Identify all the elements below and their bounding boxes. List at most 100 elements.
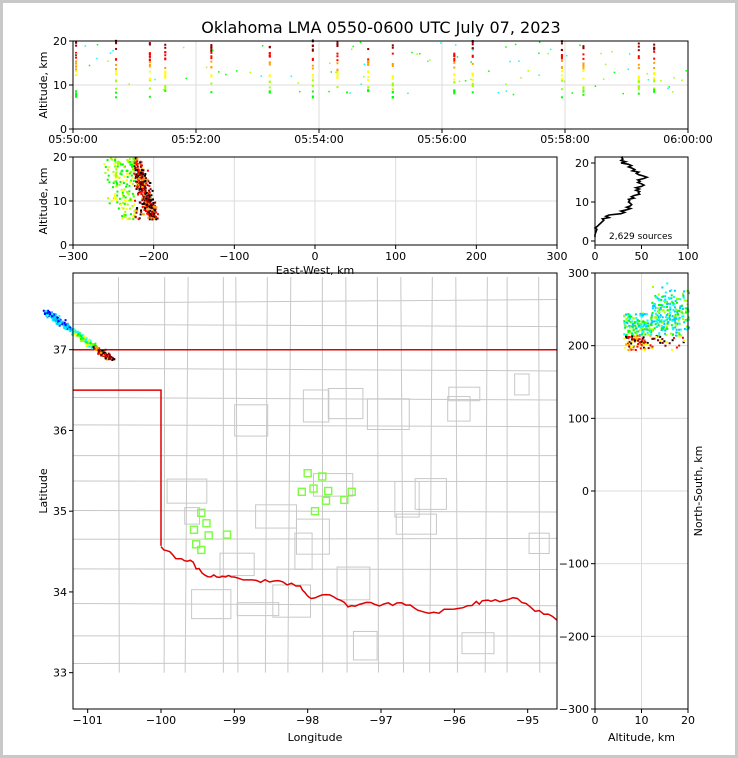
source-point [631, 337, 634, 340]
source-point [679, 305, 682, 308]
source-point [136, 165, 139, 168]
source-point [142, 177, 145, 180]
source-point [471, 47, 474, 50]
source-point [645, 321, 648, 324]
x-tick-label: 05:52:00 [171, 133, 220, 146]
source-point [145, 191, 148, 194]
source-point [114, 175, 117, 178]
source-point [50, 317, 53, 320]
source-point [681, 318, 684, 321]
source-point [95, 349, 98, 352]
source-point [633, 338, 636, 341]
source-point [290, 75, 293, 78]
source-point [107, 60, 109, 62]
source-point [636, 322, 639, 325]
source-point [666, 302, 669, 305]
source-point [560, 42, 563, 45]
source-point [560, 57, 563, 60]
source-point [675, 308, 678, 311]
source-point [144, 178, 147, 181]
county-boundary [72, 323, 558, 328]
x-tick-label: −95 [516, 714, 539, 727]
source-point [653, 77, 656, 80]
source-point [153, 211, 156, 214]
source-point [630, 340, 633, 343]
source-point [336, 72, 339, 75]
source-point [164, 70, 167, 73]
source-point [604, 63, 607, 66]
source-point [632, 324, 635, 327]
source-point [119, 172, 122, 175]
source-point [113, 197, 116, 200]
source-point [139, 161, 142, 164]
source-point [641, 331, 644, 334]
source-point [83, 335, 86, 338]
source-point [66, 322, 69, 325]
source-point [116, 194, 119, 197]
source-point [64, 328, 67, 331]
source-point [126, 159, 129, 162]
source-point [630, 325, 633, 328]
source-point [120, 163, 123, 166]
source-point [631, 345, 634, 348]
source-point [121, 191, 124, 194]
source-point [666, 318, 669, 321]
source-point [155, 206, 158, 209]
source-point [75, 62, 78, 65]
source-point [154, 201, 157, 204]
source-point [141, 171, 144, 174]
county-boundary [236, 602, 280, 617]
source-point [139, 162, 142, 165]
source-point [669, 332, 672, 335]
source-point [96, 57, 98, 60]
source-point [113, 180, 116, 183]
time-panel-sources [75, 39, 687, 99]
source-point [505, 90, 508, 92]
source-point [671, 319, 674, 322]
station-marker [202, 519, 211, 528]
source-point [137, 218, 140, 221]
source-point [139, 177, 142, 180]
source-point [75, 65, 78, 68]
source-point [641, 337, 644, 340]
source-point [670, 297, 673, 300]
source-point [643, 328, 646, 331]
source-point [155, 215, 158, 218]
source-point [140, 189, 143, 192]
source-point [652, 305, 655, 308]
source-point [114, 166, 117, 169]
source-point [453, 73, 456, 76]
source-point [210, 49, 213, 52]
source-point [141, 205, 144, 208]
source-point [640, 315, 643, 318]
source-point [55, 319, 58, 322]
source-point [582, 64, 585, 67]
source-point [138, 172, 141, 175]
source-point [136, 159, 139, 162]
source-point [628, 330, 631, 333]
source-point [141, 197, 144, 200]
source-point [675, 297, 678, 300]
source-point [75, 56, 78, 59]
source-point [671, 333, 674, 336]
source-point [636, 319, 639, 322]
source-point [121, 215, 124, 218]
source-point [54, 313, 57, 316]
source-point [560, 74, 563, 77]
source-point [141, 203, 144, 206]
county-boundary [538, 277, 541, 673]
source-point [151, 208, 154, 211]
source-point [65, 326, 68, 329]
source-point [653, 72, 656, 75]
source-point [47, 309, 50, 312]
station-marker [191, 540, 201, 549]
source-point [147, 213, 150, 216]
source-point [134, 199, 137, 202]
source-point [632, 317, 635, 320]
source-point [653, 320, 656, 323]
source-point [148, 70, 151, 73]
source-point [419, 52, 421, 55]
source-point [125, 208, 128, 211]
x-tick-label: 0 [312, 250, 319, 263]
county-boundary [376, 277, 379, 673]
